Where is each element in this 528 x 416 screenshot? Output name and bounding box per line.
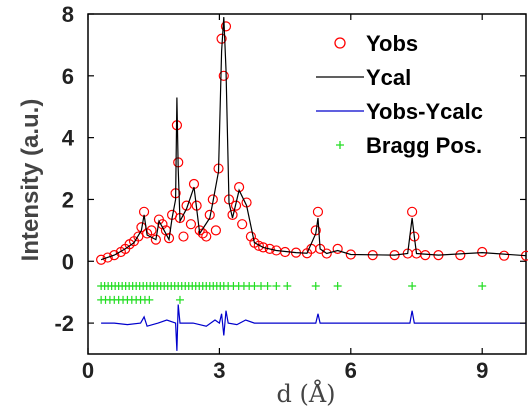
data-point-yobs: [332, 243, 343, 255]
legend-label: Yobs-Ycalc: [366, 99, 483, 124]
data-point-yobs: [102, 252, 113, 263]
data-point-yobs: [477, 246, 488, 258]
bragg-marker: [478, 282, 487, 290]
legend-label: Yobs: [366, 31, 418, 56]
series-line-ycal: [100, 17, 527, 261]
legend-symbol: [334, 37, 346, 49]
y-tick-label: 4: [62, 126, 75, 151]
series-ycal: [100, 17, 527, 261]
series-bragg: [97, 282, 487, 290]
plot-frame: [87, 13, 527, 355]
y-tick-label: 0: [62, 249, 74, 274]
x-tick-label: 3: [213, 358, 225, 383]
data-point-yobs: [181, 200, 192, 211]
x-tick-label: 0: [82, 358, 94, 383]
legend-entry: Bragg Pos.: [336, 133, 482, 158]
y-tick-label: -2: [54, 311, 74, 336]
legend-symbol: [336, 141, 344, 149]
bragg-marker: [175, 295, 184, 304]
data-point-yobs: [227, 209, 238, 221]
bragg-marker: [408, 282, 417, 290]
series-bragg2: [97, 295, 184, 304]
data-point-yobs: [499, 250, 510, 261]
data-point-yobs: [237, 219, 248, 230]
data-point-yobs: [321, 248, 332, 259]
plot-area: [87, 13, 528, 355]
bragg-marker: [283, 282, 292, 290]
legend-entry: Yobs-Ycalc: [316, 99, 483, 124]
data-point-yobs: [201, 231, 212, 242]
y-tick-label: 6: [62, 64, 74, 89]
bragg-marker: [145, 295, 154, 304]
legend-label: Ycal: [366, 65, 411, 90]
data-point-yobs: [210, 225, 221, 236]
bragg-marker: [263, 282, 272, 290]
data-point-yobs: [245, 231, 257, 242]
bragg-marker: [333, 282, 342, 290]
data-point-yobs: [150, 234, 161, 245]
x-tick-label: 6: [345, 358, 357, 383]
bragg-marker: [272, 282, 281, 290]
bragg-marker: [311, 282, 320, 290]
legend: Yobs Ycal Yobs-Ycalc Bragg Pos.: [316, 31, 483, 158]
data-point-yobs: [258, 242, 269, 253]
data-point-yobs: [264, 243, 275, 255]
data-point-yobs: [96, 254, 107, 265]
data-point-yobs: [204, 209, 215, 221]
data-point-yobs: [253, 240, 264, 251]
legend-entry: Yobs: [334, 31, 418, 56]
x-axis-ticks: 0 3 6 9: [82, 14, 488, 383]
legend-label: Bragg Pos.: [366, 133, 482, 158]
x-axis-label: d (Å): [276, 379, 335, 408]
data-point-yobs: [312, 206, 324, 217]
data-point-yobs: [218, 70, 229, 81]
data-point-yobs: [178, 231, 189, 242]
data-point-yobs: [420, 249, 431, 261]
y-tick-label: 2: [62, 187, 74, 212]
y-axis-ticks: -2 0 2 4 6 8: [54, 2, 526, 336]
data-point-yobs: [163, 232, 175, 244]
data-point-yobs: [133, 231, 144, 242]
data-point-yobs: [194, 225, 205, 236]
x-tick-label: 9: [476, 358, 488, 383]
data-point-yobs: [185, 219, 197, 230]
series-line-diff: [101, 304, 526, 351]
y-tick-label: 8: [62, 2, 74, 27]
data-point-yobs: [407, 206, 418, 217]
series-diff: [101, 304, 526, 351]
y-axis-label: Intensity (a.u.): [17, 99, 44, 262]
legend-entry: Ycal: [316, 65, 411, 90]
data-point-yobs: [220, 21, 232, 32]
data-point-yobs: [109, 249, 120, 261]
data-point-yobs: [455, 249, 466, 261]
